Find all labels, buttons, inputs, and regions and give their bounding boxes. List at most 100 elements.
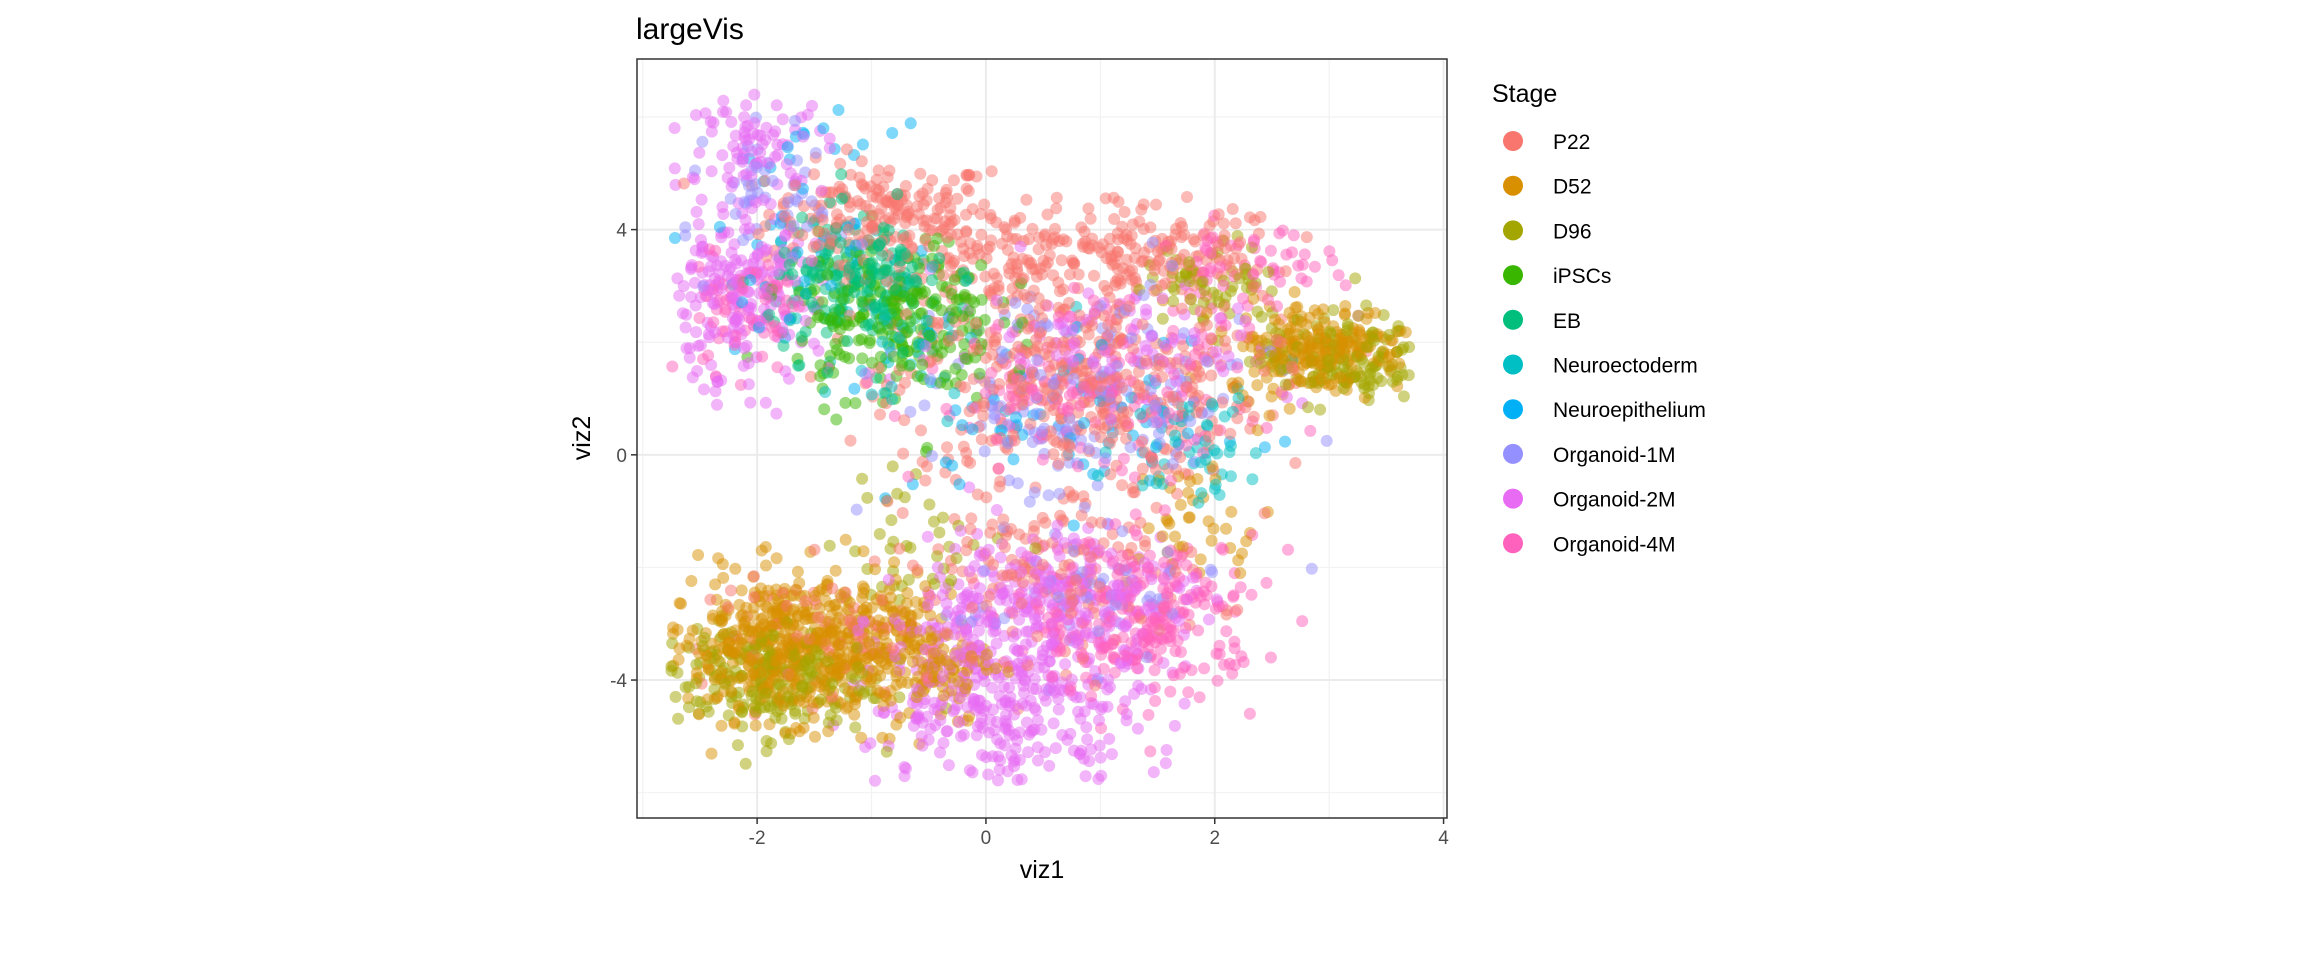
point-d52 xyxy=(959,682,972,695)
point-d96 xyxy=(1251,305,1264,318)
point-organoid-1m xyxy=(1184,415,1197,428)
point-d96 xyxy=(1402,369,1415,382)
point-organoid-4m xyxy=(719,303,732,316)
point-organoid-4m xyxy=(1332,269,1345,282)
point-organoid-4m xyxy=(1163,581,1176,594)
point-eb xyxy=(763,308,776,321)
point-organoid-2m xyxy=(668,162,681,175)
point-organoid-2m xyxy=(1210,593,1223,606)
point-neuroectoderm xyxy=(886,393,899,406)
point-organoid-1m xyxy=(978,564,991,577)
point-organoid-4m xyxy=(1228,635,1241,648)
point-d52 xyxy=(878,689,891,702)
point-p22 xyxy=(1289,457,1302,469)
point-organoid-1m xyxy=(1009,296,1022,309)
point-d96 xyxy=(1243,355,1256,368)
point-d96 xyxy=(719,678,731,690)
point-ipscs xyxy=(958,338,971,350)
point-ipscs xyxy=(930,299,943,312)
point-organoid-2m xyxy=(937,737,950,749)
point-neuroectoderm xyxy=(1213,488,1226,501)
point-p22 xyxy=(1285,361,1298,373)
point-organoid-2m xyxy=(1019,638,1032,651)
point-d52 xyxy=(735,584,748,597)
point-neuroepithelium xyxy=(1279,435,1291,448)
point-ipscs xyxy=(824,349,837,362)
point-neuroepithelium xyxy=(1181,427,1194,440)
point-d96 xyxy=(851,641,864,654)
point-organoid-1m xyxy=(787,219,800,232)
point-d52 xyxy=(778,627,791,640)
point-organoid-2m xyxy=(1015,546,1028,559)
point-organoid-2m xyxy=(1046,630,1059,642)
point-p22 xyxy=(1078,225,1091,238)
point-d96 xyxy=(1156,312,1169,325)
point-d96 xyxy=(1352,309,1365,322)
point-organoid-4m xyxy=(1192,624,1205,637)
point-p22 xyxy=(1049,222,1061,235)
point-organoid-2m xyxy=(992,671,1005,684)
point-d52 xyxy=(1383,360,1396,373)
point-organoid-1m xyxy=(904,405,917,418)
point-p22 xyxy=(881,495,894,508)
point-d52 xyxy=(754,582,767,595)
point-p22 xyxy=(1279,265,1292,278)
point-organoid-2m xyxy=(1111,579,1124,592)
point-organoid-2m xyxy=(947,705,960,718)
point-organoid-1m xyxy=(1166,259,1179,272)
point-p22 xyxy=(1041,208,1054,221)
point-organoid-2m xyxy=(1098,605,1111,618)
point-neuroectoderm xyxy=(883,340,896,353)
point-organoid-2m xyxy=(1145,330,1158,343)
point-organoid-2m xyxy=(703,331,716,344)
point-organoid-2m xyxy=(743,222,756,235)
point-d52 xyxy=(857,604,870,617)
point-ipscs xyxy=(849,397,862,410)
point-organoid-2m xyxy=(972,624,985,637)
point-d96 xyxy=(1371,372,1384,384)
point-d52 xyxy=(890,718,903,731)
point-d52 xyxy=(690,666,703,679)
point-p22 xyxy=(1156,370,1169,383)
point-p22 xyxy=(872,164,885,177)
point-p22 xyxy=(899,231,912,243)
point-d52 xyxy=(734,636,747,649)
point-p22 xyxy=(947,174,960,187)
point-organoid-1m xyxy=(978,445,991,458)
point-d52 xyxy=(1176,540,1189,553)
point-d52 xyxy=(1301,331,1314,343)
point-organoid-1m xyxy=(766,174,779,187)
point-p22 xyxy=(1114,277,1127,290)
point-p22 xyxy=(1203,430,1216,443)
point-organoid-2m xyxy=(744,396,757,409)
point-organoid-2m xyxy=(696,240,709,253)
point-p22 xyxy=(920,460,933,473)
point-d96 xyxy=(763,645,775,658)
point-organoid-4m xyxy=(1255,256,1268,269)
point-d52 xyxy=(1240,535,1253,548)
point-d96 xyxy=(1323,325,1336,338)
point-p22 xyxy=(1080,365,1093,378)
point-ipscs xyxy=(856,295,869,308)
point-organoid-4m xyxy=(1063,389,1076,402)
point-organoid-4m xyxy=(1014,358,1027,370)
point-d52 xyxy=(1248,365,1261,378)
point-neuroepithelium xyxy=(781,141,794,154)
point-organoid-4m xyxy=(1151,653,1164,666)
point-p22 xyxy=(844,434,857,447)
point-d52 xyxy=(1268,313,1281,326)
point-organoid-2m xyxy=(995,698,1008,710)
point-organoid-1m xyxy=(791,154,803,167)
point-eb xyxy=(841,335,854,348)
point-organoid-2m xyxy=(721,171,734,184)
point-organoid-4m xyxy=(1274,275,1286,288)
point-p22 xyxy=(1039,299,1052,311)
point-p22 xyxy=(1169,565,1182,578)
point-organoid-2m xyxy=(783,372,795,385)
point-p22 xyxy=(959,381,971,394)
point-organoid-2m xyxy=(921,530,934,543)
point-organoid-1m xyxy=(1147,416,1160,429)
point-p22 xyxy=(1218,229,1231,242)
point-p22 xyxy=(1100,252,1113,265)
